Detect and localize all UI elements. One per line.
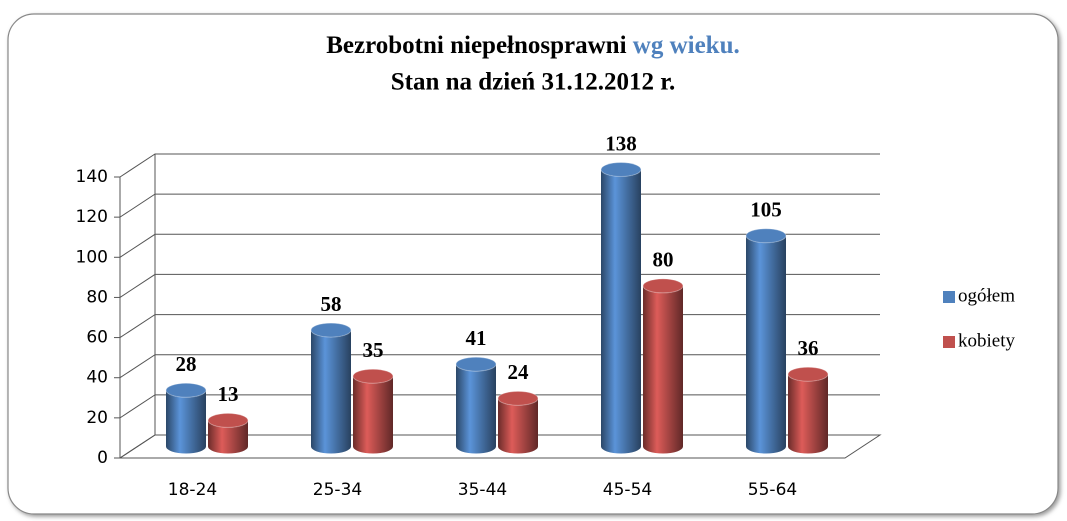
bar [643, 285, 683, 454]
legend-label: ogółem [958, 285, 1015, 306]
bar [311, 330, 352, 454]
title-part: wg wieku. [633, 32, 740, 59]
bar-top [165, 382, 207, 398]
y-tick-label: 100 [76, 247, 108, 267]
data-label: 138 [605, 131, 637, 155]
data-label: 36 [798, 336, 819, 360]
bar [166, 390, 206, 454]
bar [788, 374, 828, 454]
bar [456, 364, 497, 454]
data-label: 105 [750, 198, 782, 222]
bar [353, 376, 393, 454]
bar-top [787, 366, 829, 382]
y-tick-label: 0 [97, 448, 108, 468]
data-label: 41 [466, 326, 487, 350]
title-part: Bezrobotni niepełnosprawni [326, 32, 626, 59]
data-label: 28 [176, 352, 197, 376]
y-tick-label: 20 [86, 408, 108, 428]
bar-top [310, 322, 352, 338]
data-label: 24 [508, 360, 530, 384]
bar-top [352, 368, 394, 384]
bar [601, 169, 641, 454]
legend-swatch [943, 291, 955, 303]
y-tick-label: 80 [86, 287, 108, 307]
chart-title: Bezrobotni niepełnosprawni wg wieku. [326, 32, 740, 59]
bar-top [497, 390, 539, 406]
data-label: 13 [218, 382, 239, 406]
chart-subtitle: Stan na dzień 31.12.2012 r. [391, 69, 676, 96]
data-label: 35 [363, 338, 384, 362]
bar-top [600, 162, 642, 178]
y-tick-label: 120 [76, 207, 108, 227]
x-tick-label: 55-64 [748, 480, 797, 500]
y-tick-label: 140 [76, 167, 108, 187]
x-tick-label: 35-44 [458, 480, 507, 500]
legend-swatch [943, 336, 955, 348]
bar [746, 235, 786, 454]
grid-line [119, 153, 880, 178]
bar-top [455, 356, 497, 372]
bar [498, 398, 538, 454]
data-label: 80 [653, 248, 674, 272]
data-label: 58 [321, 292, 342, 316]
legend-label: kobiety [958, 330, 1015, 351]
x-tick-label: 18-24 [168, 480, 217, 500]
y-tick-label: 60 [86, 328, 108, 348]
bar-top [745, 228, 787, 244]
y-tick-label: 40 [86, 368, 108, 388]
bar-top [642, 278, 684, 294]
bar-top [207, 412, 249, 428]
x-tick-label: 45-54 [603, 480, 652, 500]
bar [208, 420, 248, 454]
x-tick-label: 25-34 [313, 480, 362, 500]
